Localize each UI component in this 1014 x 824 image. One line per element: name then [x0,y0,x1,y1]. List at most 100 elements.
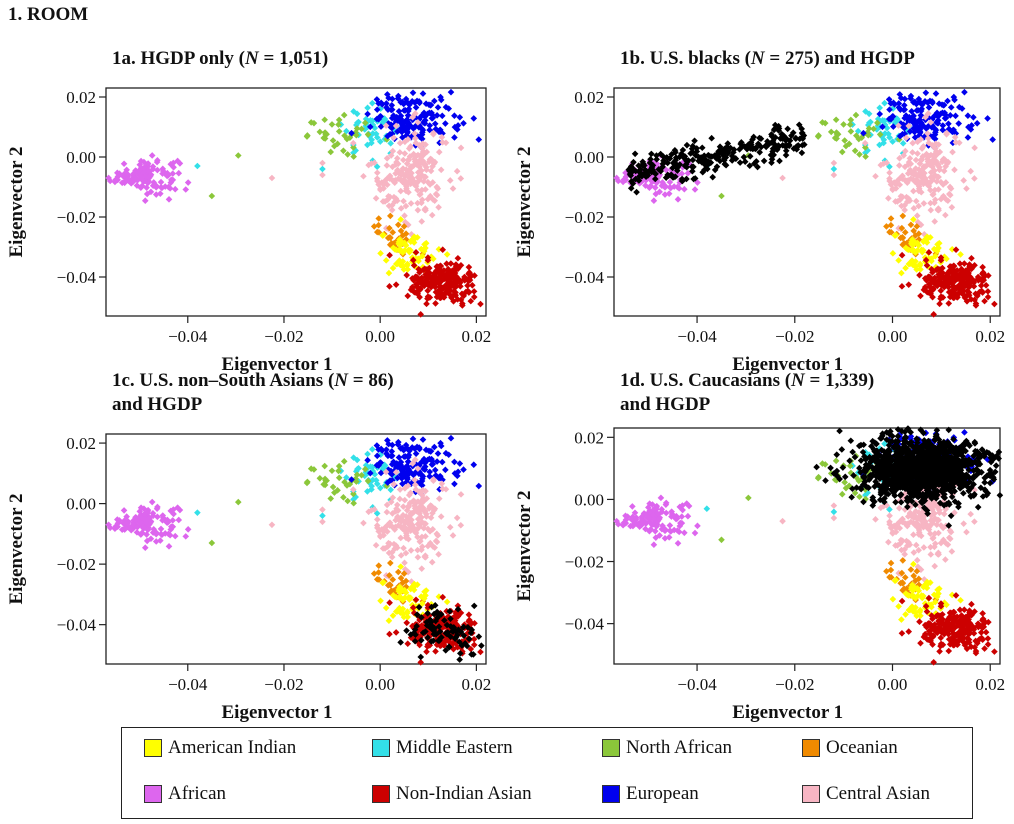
data-point [111,525,119,533]
data-point [389,95,396,103]
data-point [389,264,397,272]
us-sample-point [653,152,660,159]
data-point [437,96,445,104]
us-sample-point [981,479,988,486]
data-point [647,519,655,527]
data-point [394,166,401,174]
us-sample-point [933,426,941,434]
data-point [147,535,155,543]
data-point [932,90,940,97]
data-point [407,143,414,150]
data-point [144,161,151,169]
data-point [452,610,460,618]
data-point [963,645,971,653]
data-point [885,194,892,202]
data-point [960,177,967,184]
data-point [958,279,966,286]
data-point [938,281,945,289]
data-point [846,121,854,128]
data-point [418,546,425,554]
us-sample-point [698,144,706,152]
us-sample-point [782,147,790,155]
data-point [892,198,899,205]
data-point [402,241,410,249]
data-point [392,122,400,130]
data-point [935,206,942,214]
us-sample-point [423,618,431,626]
data-point [377,185,384,193]
data-point [364,488,371,495]
data-point [968,254,975,262]
data-point [411,178,418,186]
us-sample-point [411,637,419,645]
data-point [889,595,897,603]
data-point [421,281,428,288]
us-sample-point [760,157,768,165]
x-tick-label: −0.02 [775,675,814,694]
data-point [402,583,410,591]
data-point [914,521,922,528]
data-point [442,103,450,111]
data-point [411,99,419,106]
us-sample-point [772,134,779,141]
us-sample-point [966,442,973,449]
data-point [158,184,166,192]
data-point [446,269,454,277]
data-point [381,524,389,531]
data-point [414,206,422,214]
data-point [905,281,913,288]
data-point [900,101,908,109]
data-point [972,637,979,645]
us-sample-point [419,629,427,636]
data-point [676,522,684,530]
data-point [388,448,396,455]
data-point [165,183,172,191]
data-point [927,174,935,181]
data-point [851,489,859,497]
data-point [434,104,442,111]
data-point [405,156,412,163]
data-point [399,596,407,604]
us-sample-point [924,486,932,494]
data-point [918,156,925,163]
us-sample-point [478,642,485,649]
data-point [106,524,114,532]
us-sample-point [403,627,410,634]
data-point [899,233,906,241]
data-point [968,600,975,608]
data-point [419,543,426,551]
data-point [435,280,443,288]
data-point [912,197,920,205]
data-point [946,527,954,534]
data-point [404,568,412,576]
data-point [622,173,630,180]
us-sample-point [691,175,699,182]
data-point [667,184,675,192]
data-point [396,149,404,156]
data-point [899,557,907,564]
data-point [366,133,373,140]
data-point [268,521,276,529]
data-point [977,629,985,636]
x-tick-label: −0.04 [677,675,717,694]
data-point [935,529,942,537]
data-point [419,436,427,443]
y-tick-label: −0.04 [565,615,605,634]
us-sample-point [767,151,775,159]
data-point [428,211,436,219]
us-sample-point [683,175,690,183]
data-point [926,179,934,186]
data-point [927,119,935,126]
data-point [876,110,884,118]
us-sample-point [431,602,439,609]
us-sample-point [769,145,777,152]
data-point [149,509,157,517]
data-point [963,185,970,192]
data-point [426,473,433,480]
data-point [425,269,433,276]
data-point [447,260,455,267]
data-point [834,130,842,138]
data-point [653,179,660,187]
data-point [971,518,978,525]
us-sample-point [418,614,425,621]
